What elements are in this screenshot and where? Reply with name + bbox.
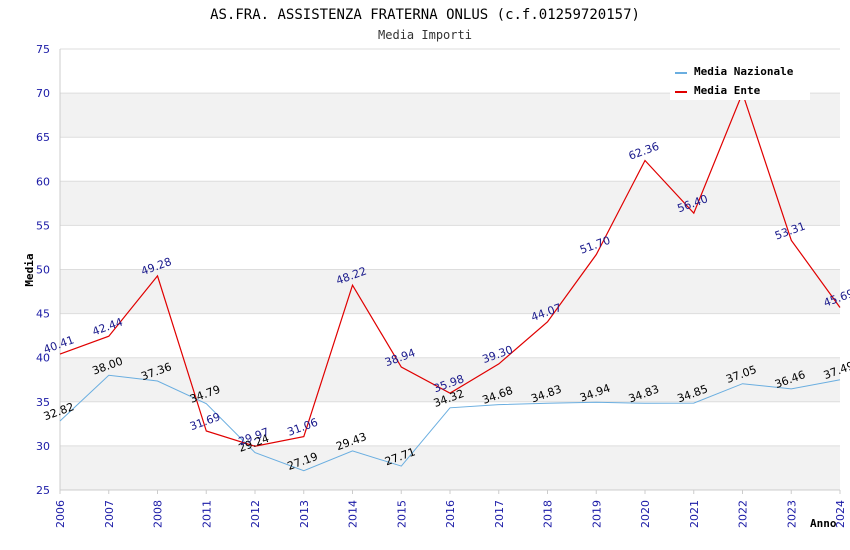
x-tick-label: 2012 — [249, 500, 262, 528]
x-tick-label: 2011 — [200, 500, 213, 528]
chart-subtitle: Media Importi — [378, 28, 472, 42]
x-tick-label: 2014 — [347, 500, 360, 528]
y-tick-label: 55 — [36, 219, 50, 232]
plot-bands — [60, 49, 840, 490]
x-tick-label: 2024 — [834, 500, 847, 528]
legend-label-media-ente: Media Ente — [694, 84, 761, 97]
plot-band — [60, 401, 840, 446]
chart-title: AS.FRA. ASSISTENZA FRATERNA ONLUS (c.f.0… — [210, 7, 640, 23]
x-tick-label: 2017 — [493, 500, 506, 528]
legend: Media Nazionale Media Ente — [670, 60, 810, 100]
series-line-media-nazionale — [59, 374, 841, 472]
y-tick-label: 65 — [36, 131, 50, 144]
y-tick-label: 40 — [36, 352, 50, 365]
x-tick-label: 2022 — [737, 500, 750, 528]
x-tick-label: 2021 — [688, 500, 701, 528]
x-tick-label: 2018 — [542, 500, 555, 528]
legend-label-media-nazionale: Media Nazionale — [694, 65, 794, 78]
y-tick-label: 50 — [36, 264, 50, 277]
y-axis-title: Media — [23, 253, 36, 286]
plot-band — [60, 269, 840, 314]
plot-band — [60, 445, 840, 490]
x-tick-label: 2020 — [639, 500, 652, 528]
y-tick-labels: 25 30 35 40 45 50 55 60 65 70 75 — [36, 43, 50, 497]
x-axis-title: Anno — [810, 517, 837, 530]
x-tick-label: 2019 — [590, 500, 603, 528]
y-tick-label: 60 — [36, 175, 50, 188]
y-tick-label: 25 — [36, 484, 50, 497]
y-tick-label: 30 — [36, 440, 50, 453]
plot-band — [60, 137, 840, 182]
y-tick-label: 75 — [36, 43, 50, 56]
x-tick-label: 2023 — [785, 500, 798, 528]
x-tick-labels: 2006 2007 2008 2011 2012 2013 2014 2015 2016 2017… — [54, 490, 847, 528]
plot-band — [60, 181, 840, 226]
series-line-media-ente — [59, 91, 841, 447]
plot-band — [60, 225, 840, 270]
y-tick-label: 45 — [36, 308, 50, 321]
legend-box — [670, 60, 810, 100]
x-tick-label: 2007 — [103, 500, 116, 528]
y-tick-label: 70 — [36, 87, 50, 100]
series-lines — [59, 91, 841, 472]
plot-band — [60, 313, 840, 358]
x-tick-label: 2016 — [444, 500, 457, 528]
x-tick-label: 2006 — [54, 500, 67, 528]
plot-band — [60, 93, 840, 138]
x-tick-label: 2013 — [298, 500, 311, 528]
y-tick-label: 35 — [36, 396, 50, 409]
x-tick-label: 2015 — [395, 500, 408, 528]
x-tick-label: 2008 — [152, 500, 165, 528]
